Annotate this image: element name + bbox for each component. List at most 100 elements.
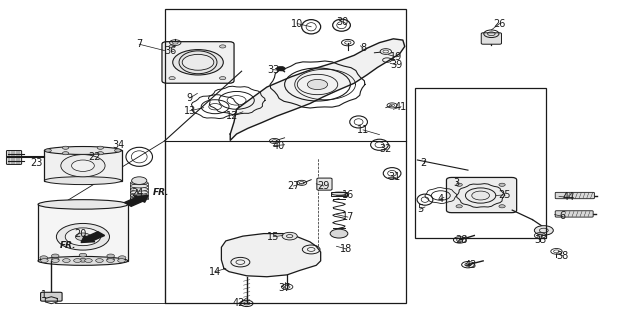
Text: 13: 13 (184, 106, 196, 116)
Text: 5: 5 (417, 204, 423, 214)
Circle shape (330, 229, 348, 238)
Text: 8: 8 (360, 43, 366, 53)
Text: 19: 19 (391, 52, 403, 62)
Circle shape (117, 259, 125, 262)
Bar (415, 88, 546, 238)
Circle shape (307, 79, 328, 90)
Circle shape (51, 254, 59, 258)
Circle shape (131, 177, 147, 184)
Text: 1: 1 (41, 290, 48, 300)
FancyBboxPatch shape (41, 292, 62, 301)
Circle shape (282, 232, 297, 240)
Text: 33: 33 (267, 65, 279, 75)
Ellipse shape (130, 184, 148, 188)
Circle shape (456, 183, 462, 186)
Circle shape (79, 258, 87, 262)
Text: 2: 2 (420, 158, 427, 168)
Text: 35: 35 (534, 235, 546, 245)
Circle shape (118, 256, 126, 260)
Text: FR.: FR. (60, 241, 76, 250)
FancyArrow shape (81, 232, 105, 243)
Text: 14: 14 (209, 267, 221, 277)
Text: 10: 10 (291, 19, 304, 28)
Circle shape (276, 67, 285, 71)
Text: 27: 27 (287, 181, 300, 191)
Text: 17: 17 (342, 212, 354, 222)
Text: 25: 25 (498, 190, 511, 200)
Text: 29: 29 (318, 181, 330, 191)
Text: 6: 6 (559, 212, 566, 221)
Text: 4: 4 (438, 194, 444, 204)
Circle shape (456, 205, 462, 208)
Polygon shape (231, 39, 404, 140)
Circle shape (62, 152, 69, 155)
Bar (44, 150, 121, 180)
Circle shape (173, 50, 224, 75)
Text: 24: 24 (131, 188, 144, 198)
Ellipse shape (38, 200, 128, 209)
Bar (331, 192, 347, 196)
Circle shape (45, 149, 51, 152)
Circle shape (97, 146, 104, 149)
Circle shape (76, 233, 91, 241)
Ellipse shape (130, 181, 148, 185)
Text: 22: 22 (89, 152, 101, 162)
Circle shape (107, 259, 114, 262)
Circle shape (74, 259, 81, 262)
Circle shape (472, 191, 490, 200)
Ellipse shape (44, 177, 121, 185)
Text: 26: 26 (493, 19, 505, 28)
Text: 44: 44 (563, 192, 575, 203)
Circle shape (61, 155, 105, 177)
Text: 12: 12 (226, 111, 238, 121)
Text: 23: 23 (30, 158, 43, 168)
Circle shape (169, 76, 175, 80)
Text: 7: 7 (136, 39, 142, 49)
Ellipse shape (130, 194, 148, 197)
Text: 30: 30 (337, 17, 349, 27)
Circle shape (51, 258, 59, 261)
Ellipse shape (44, 147, 121, 155)
Circle shape (40, 256, 48, 260)
Circle shape (169, 45, 175, 48)
Text: 18: 18 (340, 244, 352, 254)
Text: 31: 31 (389, 172, 401, 182)
Text: 28: 28 (455, 235, 468, 245)
FancyArrow shape (124, 196, 148, 206)
Text: 9: 9 (187, 93, 193, 103)
Circle shape (107, 254, 114, 258)
Text: FR.: FR. (153, 188, 170, 197)
Text: 36: 36 (164, 45, 177, 56)
Circle shape (114, 149, 121, 152)
Circle shape (72, 160, 95, 172)
Text: 32: 32 (380, 144, 392, 154)
Text: 41: 41 (395, 102, 407, 112)
Circle shape (57, 223, 109, 250)
Text: 3: 3 (453, 178, 460, 188)
FancyBboxPatch shape (6, 150, 22, 164)
Polygon shape (222, 234, 321, 277)
Circle shape (499, 183, 505, 186)
FancyBboxPatch shape (446, 178, 517, 213)
Text: 37: 37 (278, 283, 291, 292)
Circle shape (63, 259, 70, 262)
Circle shape (96, 259, 104, 262)
Circle shape (84, 259, 92, 262)
Text: 42: 42 (232, 298, 244, 308)
Bar (164, 9, 406, 303)
Text: 40: 40 (272, 141, 284, 151)
Ellipse shape (130, 187, 148, 191)
FancyBboxPatch shape (555, 192, 594, 199)
Circle shape (107, 258, 114, 261)
FancyBboxPatch shape (555, 211, 593, 217)
Circle shape (182, 54, 214, 70)
Circle shape (220, 76, 226, 80)
Circle shape (65, 228, 101, 246)
Circle shape (62, 146, 69, 149)
Text: 39: 39 (391, 60, 403, 70)
FancyBboxPatch shape (481, 33, 502, 44)
Circle shape (41, 259, 48, 262)
Text: 34: 34 (112, 140, 124, 150)
Bar (38, 204, 128, 261)
Circle shape (79, 253, 87, 257)
